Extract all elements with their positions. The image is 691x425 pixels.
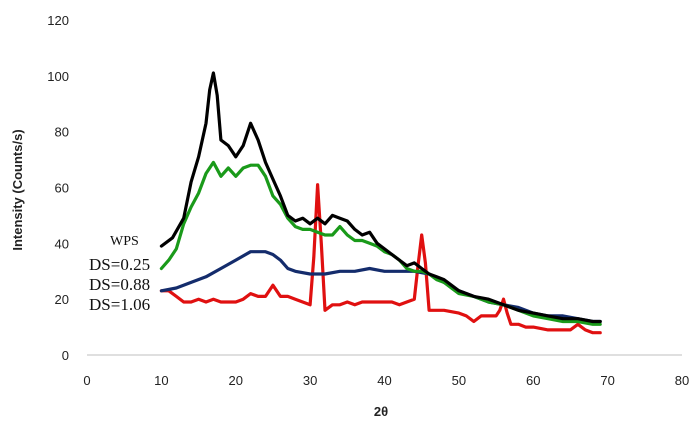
y-tick-label: 40 — [55, 236, 69, 251]
x-tick-label: 30 — [303, 373, 317, 388]
series-line-1 — [159, 71, 602, 324]
y-tick-label: 60 — [55, 181, 69, 196]
x-tick-label: 60 — [526, 373, 540, 388]
series-label-2: DS=0.25 — [89, 255, 150, 274]
y-tick-label: 120 — [47, 13, 69, 28]
series-label-4: DS=1.06 — [89, 295, 150, 314]
y-tick-label: 80 — [55, 125, 69, 140]
x-tick-label: 0 — [83, 373, 90, 388]
series-line-3 — [159, 250, 602, 324]
series-label-3: DS=0.88 — [89, 275, 150, 294]
series-line-4 — [159, 183, 602, 335]
axes: 0 10 20 30 40 50 60 70 80 0 20 40 60 80 100 120 — [47, 13, 689, 388]
y-tick-label: 100 — [47, 69, 69, 84]
x-tick-label: 40 — [377, 373, 391, 388]
x-tick-label: 80 — [675, 373, 689, 388]
x-tick-label: 10 — [154, 373, 168, 388]
y-tick-label: 0 — [62, 348, 69, 363]
y-axis-title: Intensity (Counts/s) — [10, 129, 25, 250]
x-tick-label: 20 — [229, 373, 243, 388]
series-line-2 — [159, 160, 602, 326]
y-tick-label: 20 — [55, 292, 69, 307]
x-axis-title: 2θ — [374, 404, 388, 419]
series-lines — [159, 71, 602, 335]
x-tick-label: 70 — [600, 373, 614, 388]
x-tick-label: 50 — [452, 373, 466, 388]
series-label-1: WPS — [110, 234, 139, 249]
